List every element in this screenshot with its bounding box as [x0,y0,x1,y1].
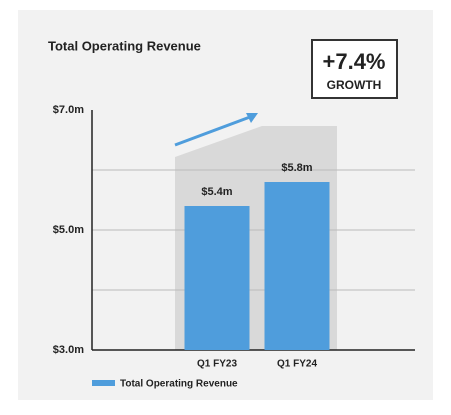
x-tick-label: Q1 FY23 [197,359,237,370]
legend-label: Total Operating Revenue [120,379,238,390]
x-tick-label: Q1 FY24 [277,359,317,370]
growth-value: +7.4% [323,49,386,74]
growth-arrow [174,115,251,147]
y-tick-label: $5.0m [53,224,84,236]
growth-badge [311,39,398,99]
y-tick-label: $3.0m [53,344,84,356]
y-tick-label: $7.0m [53,104,84,116]
chart-title: Total Operating Revenue [48,38,201,53]
bar [184,206,250,350]
growth-label: GROWTH [327,78,382,92]
legend-swatch [92,380,115,386]
value-label: $5.8m [281,162,312,174]
growth-arrowhead [246,113,258,123]
value-label: $5.4m [201,186,232,198]
bar [264,182,330,350]
